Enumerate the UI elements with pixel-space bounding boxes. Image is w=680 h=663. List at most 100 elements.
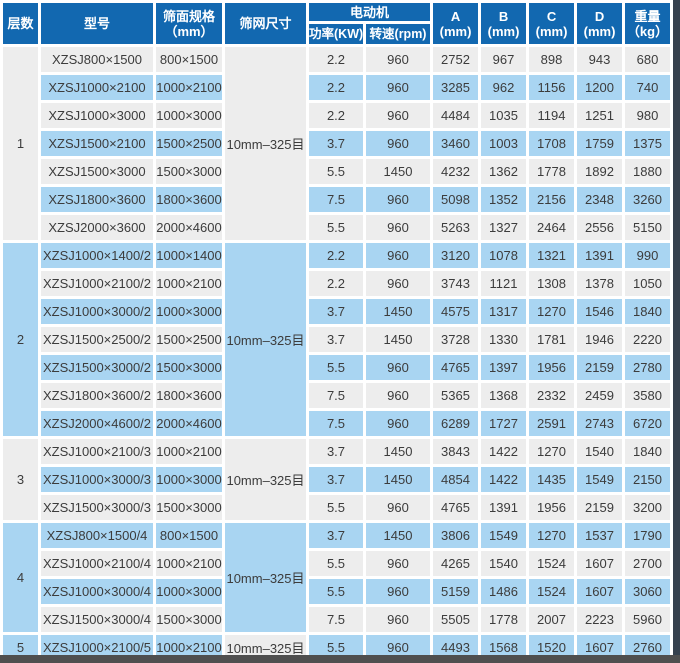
dim-b-cell: 1391 [481, 495, 527, 520]
weight-cell: 1375 [625, 131, 671, 156]
layer-cell: 1 [3, 47, 38, 240]
weight-cell: 3580 [625, 383, 671, 408]
spec-cell: 1000×2100 [156, 439, 222, 464]
weight-cell: 1880 [625, 159, 671, 184]
dim-a-cell: 3843 [433, 439, 479, 464]
dim-a-cell: 3120 [433, 243, 479, 268]
table-row: 1 XZSJ800×1500 800×1500 10mm–325目 2.2 960 2752… [3, 47, 671, 240]
dim-a-cell: 5365 [433, 383, 479, 408]
col-header-layer: 层数 [3, 3, 38, 44]
weight-header-line2: （kg） [626, 23, 669, 39]
dim-c-cell: 1524 [529, 551, 575, 576]
table-row: XZSJ1500×3000/2 1500×3000 5.5 960 4765 1397 19… [3, 355, 671, 380]
power-cell: 3.7 [309, 131, 363, 156]
dim-d-cell: 2459 [577, 383, 623, 408]
dim-c-cell: 1270 [529, 439, 575, 464]
spec-cell: 1000×3000 [156, 299, 222, 324]
dim-b-cell: 1078 [481, 243, 527, 268]
header-row-2: 功率(KW) 转速(rpm) [3, 24, 670, 44]
table-row: XZSJ1500×2100 1500×2500 3.7 960 3460 1003 1708… [3, 131, 671, 156]
model-cell: XZSJ800×1500 [41, 47, 153, 72]
table-row: XZSJ1500×3000/4 1500×3000 7.5 960 5505 1778 20… [3, 607, 671, 632]
table-row: XZSJ1000×3000/3 1000×3000 3.7 1450 4854 1422 1… [3, 467, 671, 492]
dim-c-cell: 2591 [529, 411, 575, 436]
col-header-weight: 重量 （kg） [625, 3, 671, 44]
power-cell: 2.2 [309, 243, 363, 268]
table-row: 3 XZSJ1000×2100/3 1000×2100 10mm–325目 3.7 145… [3, 439, 671, 520]
dim-c-cell: 1956 [529, 355, 575, 380]
table-row: XZSJ1000×2100/4 1000×2100 5.5 960 4265 1540 15… [3, 551, 671, 576]
dim-b-cell: 1727 [481, 411, 527, 436]
right-edge-strip [673, 0, 680, 663]
dim-b-cell: 1778 [481, 607, 527, 632]
speed-cell: 1450 [366, 467, 431, 492]
col-header-model: 型号 [41, 3, 153, 44]
weight-cell: 990 [625, 243, 671, 268]
dim-c-unit: (mm) [535, 23, 568, 39]
dim-c-cell: 2007 [529, 607, 575, 632]
power-cell: 2.2 [309, 47, 363, 72]
table-row: XZSJ1500×2500/2 1500×2500 3.7 1450 3728 1330 1… [3, 327, 671, 352]
mesh-cell: 10mm–325目 [225, 523, 306, 632]
dim-a-cell: 3728 [433, 327, 479, 352]
dim-a-cell: 5505 [433, 607, 479, 632]
speed-cell: 960 [366, 579, 431, 604]
speed-cell: 1450 [366, 327, 431, 352]
dim-c-cell: 1308 [529, 271, 575, 296]
spec-cell: 1500×3000 [156, 607, 222, 632]
dim-a-cell: 5263 [433, 215, 479, 240]
dim-b-cell: 962 [481, 75, 527, 100]
table-row: XZSJ1000×3000/2 1000×3000 3.7 1450 4575 1317 1… [3, 299, 671, 324]
dim-b-cell: 1330 [481, 327, 527, 352]
spec-cell: 1000×3000 [156, 103, 222, 128]
table-row: XZSJ2000×3600 2000×4600 5.5 960 5263 1327 2464… [3, 215, 671, 240]
dim-a-cell: 4265 [433, 551, 479, 576]
dim-c-cell: 898 [529, 47, 575, 72]
dim-c-cell: 1194 [529, 103, 575, 128]
dim-b-letter: B [498, 8, 509, 24]
weight-cell: 680 [625, 47, 671, 72]
table-body: 1 XZSJ800×1500 800×1500 10mm–325目 2.2 960 2752… [3, 47, 671, 660]
speed-cell: 1450 [366, 523, 431, 548]
spec-cell: 1800×3600 [156, 187, 222, 212]
dim-d-cell: 2348 [577, 187, 623, 212]
mesh-cell: 10mm–325目 [225, 439, 306, 520]
dim-b-cell: 1422 [481, 467, 527, 492]
weight-cell: 2700 [625, 551, 671, 576]
spec-cell: 2000×4600 [156, 411, 222, 436]
dim-d-cell: 1251 [577, 103, 623, 128]
spec-cell: 800×1500 [156, 47, 222, 72]
dim-b-cell: 1003 [481, 131, 527, 156]
dim-a-cell: 4575 [433, 299, 479, 324]
table-row: 4 XZSJ800×1500/4 800×1500 10mm–325目 3.7 1450 3… [3, 523, 671, 632]
dim-a-cell: 5098 [433, 187, 479, 212]
dim-c-cell: 1270 [529, 299, 575, 324]
table-row: XZSJ1500×3000 1500×3000 5.5 1450 4232 1362 177… [3, 159, 671, 184]
weight-cell: 1790 [625, 523, 671, 548]
col-header-spec: 筛面规格 （mm） [156, 3, 222, 44]
dim-b-cell: 1549 [481, 523, 527, 548]
model-cell: XZSJ1500×3000/2 [41, 355, 153, 380]
spec-cell: 1500×3000 [156, 159, 222, 184]
dim-d-cell: 1892 [577, 159, 623, 184]
model-cell: XZSJ1000×3000 [41, 103, 153, 128]
spec-cell: 1500×2500 [156, 327, 222, 352]
spec-cell: 1500×2500 [156, 131, 222, 156]
dim-d-cell: 2743 [577, 411, 623, 436]
dim-a-cell: 3285 [433, 75, 479, 100]
table-row: XZSJ1000×3000 1000×3000 2.2 960 4484 1035 1194… [3, 103, 671, 128]
model-cell: XZSJ1000×3000/4 [41, 579, 153, 604]
dim-a-cell: 3460 [433, 131, 479, 156]
dim-d-cell: 1759 [577, 131, 623, 156]
dim-b-cell: 1397 [481, 355, 527, 380]
dim-c-cell: 1321 [529, 243, 575, 268]
dim-d-cell: 1200 [577, 75, 623, 100]
dim-d-unit: (mm) [583, 23, 616, 39]
power-cell: 5.5 [309, 495, 363, 520]
dim-d-cell: 1946 [577, 327, 623, 352]
bottom-edge-bar [0, 655, 680, 663]
dim-c-cell: 2156 [529, 187, 575, 212]
dim-b-cell: 967 [481, 47, 527, 72]
model-cell: XZSJ2000×3600 [41, 215, 153, 240]
